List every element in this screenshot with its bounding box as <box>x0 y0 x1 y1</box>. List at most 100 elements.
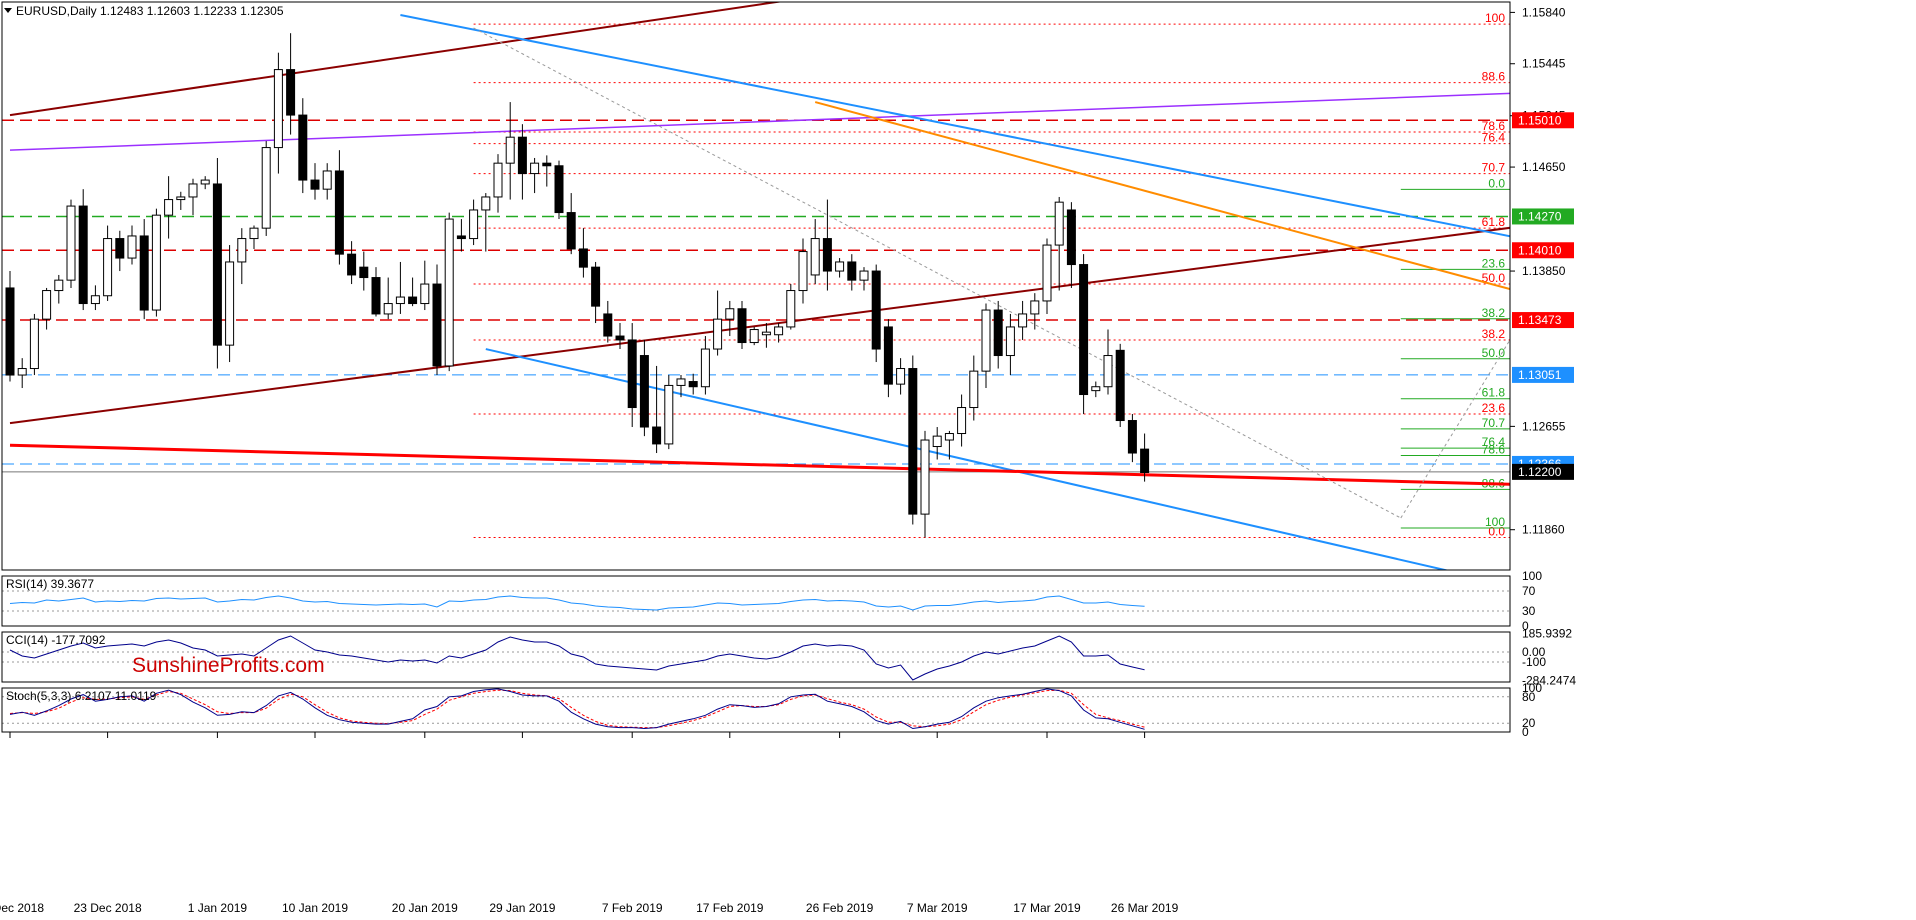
candle-44 <box>542 155 552 187</box>
candle-85 <box>1042 238 1052 314</box>
candle-body <box>164 199 174 216</box>
candle-80 <box>981 303 991 389</box>
chart-header: EURUSD,Daily 1.12483 1.12603 1.12233 1.1… <box>16 4 284 18</box>
candle-body <box>408 296 418 305</box>
candle-body <box>713 318 723 350</box>
candle-65 <box>798 238 808 304</box>
price-tag-6 <box>1512 463 1574 480</box>
candle-33 <box>408 277 418 307</box>
candle-9 <box>115 230 125 272</box>
candle-91 <box>1115 343 1125 428</box>
candle-39 <box>481 193 491 252</box>
candle-body <box>591 266 601 307</box>
candle-19 <box>237 228 247 285</box>
candle-58 <box>713 290 723 356</box>
rsi-line <box>9 595 1145 611</box>
cci-tick-1: 0.00 <box>1522 645 1546 659</box>
price-tag-0 <box>1512 112 1574 129</box>
candle-38 <box>469 199 479 246</box>
candle-body <box>420 283 430 305</box>
fib-red-label-1: 88.6 <box>1482 70 1506 84</box>
candle-body <box>383 303 393 315</box>
candle-body <box>786 290 796 328</box>
candle-body <box>5 287 15 376</box>
candle-body <box>481 196 491 211</box>
candle-57 <box>700 336 710 395</box>
candle-body <box>957 407 967 435</box>
candle-2 <box>29 313 39 376</box>
candle-8 <box>103 225 113 301</box>
candle-23 <box>286 33 296 135</box>
candle-56 <box>688 373 698 395</box>
price-tag-1 <box>1512 208 1574 225</box>
candle-55 <box>676 375 686 398</box>
candle-37 <box>456 219 466 252</box>
candle-body <box>322 170 332 190</box>
date-label-8: 26 Feb 2019 <box>806 901 874 915</box>
cci-tick-3: -284.2474 <box>1522 673 1576 687</box>
candle-62 <box>761 323 771 348</box>
candle-body <box>1030 300 1040 315</box>
fib-green-label-2: 38.2 <box>1482 306 1506 320</box>
candle-31 <box>383 277 393 320</box>
candle-10 <box>127 225 137 265</box>
candle-15 <box>188 178 198 216</box>
candle-28 <box>347 241 357 285</box>
candle-59 <box>725 300 735 337</box>
candle-body <box>725 308 735 320</box>
candle-17 <box>212 157 222 369</box>
candle-body <box>505 136 515 164</box>
candle-90 <box>1103 329 1113 395</box>
stoch-label: Stoch(5,3,3) 6.2107 11.0119 <box>6 689 157 703</box>
candle-body <box>261 147 271 229</box>
date-label-10: 17 Mar 2019 <box>1013 901 1081 915</box>
candle-body <box>29 318 39 370</box>
candle-body <box>225 261 235 346</box>
candle-52 <box>639 339 649 437</box>
price-tick-label-4: 1.13850 <box>1522 264 1566 278</box>
candle-body <box>1066 209 1076 266</box>
date-label-5: 29 Jan 2019 <box>489 901 555 915</box>
rsi-tick-1: 70 <box>1522 584 1536 598</box>
candle-86 <box>1054 196 1064 291</box>
candle-18 <box>225 245 235 363</box>
candle-89 <box>1091 381 1101 398</box>
cci-pane-frame <box>1 631 1511 683</box>
candle-88 <box>1079 254 1089 415</box>
candle-54 <box>664 375 674 450</box>
fib-red-label-4: 70.7 <box>1482 161 1506 175</box>
candle-body <box>359 266 369 279</box>
stoch-tick-2: 20 <box>1522 716 1536 730</box>
candle-body <box>835 261 845 272</box>
candle-69 <box>847 254 857 291</box>
candle-75 <box>920 430 930 538</box>
candle-body <box>688 381 698 388</box>
watermark: SunshineProfits.com <box>132 654 325 677</box>
candle-78 <box>957 394 967 447</box>
candle-21 <box>261 141 271 236</box>
price-tag-label-3: 1.13473 <box>1518 313 1562 327</box>
cci-tick-2: -100 <box>1522 655 1546 669</box>
candle-body <box>444 218 454 367</box>
candle-body <box>310 179 320 190</box>
price-tag-2 <box>1512 242 1574 259</box>
date-label-0: 13 Dec 2018 <box>0 901 44 915</box>
candle-29 <box>359 251 369 291</box>
candle-32 <box>395 261 405 314</box>
fib-green-label-7: 78.6 <box>1482 442 1506 456</box>
price-tick-label-0: 1.15840 <box>1522 5 1566 19</box>
rsi-tick-2: 30 <box>1522 604 1536 618</box>
candle-64 <box>786 284 796 330</box>
candle-body <box>42 290 52 320</box>
fib-red-label-5: 61.8 <box>1482 215 1506 229</box>
candle-3 <box>42 287 52 330</box>
candle-12 <box>151 208 161 317</box>
date-label-7: 17 Feb 2019 <box>696 901 764 915</box>
candle-body <box>127 235 137 259</box>
candle-body <box>969 370 979 409</box>
candle-30 <box>371 267 381 317</box>
candle-body <box>273 69 283 149</box>
candle-body <box>78 205 88 305</box>
candle-body <box>90 295 100 305</box>
date-label-11: 26 Mar 2019 <box>1111 901 1179 915</box>
